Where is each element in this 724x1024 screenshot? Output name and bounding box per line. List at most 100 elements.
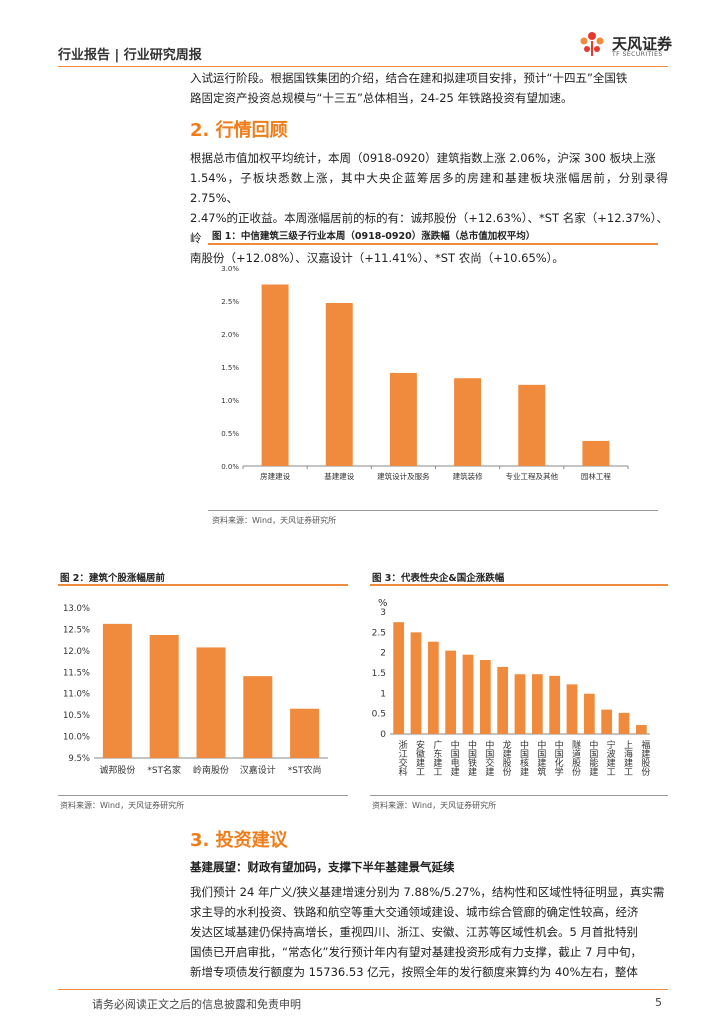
text-line: 发达区域基建仍保持高增长，重视四川、浙江、安徽、江苏等区域性机会。5 月首批特别 xyxy=(190,925,638,939)
y-tick-label: 2.0% xyxy=(221,331,239,339)
text-line: 南股份（+12.08%）、汉嘉设计（+11.41%）、*ST 农尚（+10.65… xyxy=(190,251,564,265)
text-line: 根据总市值加权平均统计，本周（0918-0920）建筑指数上涨 2.06%，沪深… xyxy=(190,151,656,165)
y-tick-label: 3.0% xyxy=(221,265,239,273)
x-category-label: 基建建设 xyxy=(324,471,354,481)
page-number: 5 xyxy=(655,996,662,1009)
intro-paragraph: 入试运行阶段。根据国铁集团的介绍，结合在建和拟建项目安排，预计“十四五”全国铁 … xyxy=(190,68,668,108)
footer-disclaimer: 请务必阅读正文之后的信息披露和免责申明 xyxy=(92,998,301,1011)
section-3-paragraph: 我们预计 24 年广义/狭义基建增速分别为 7.88%/5.27%，结构性和区域… xyxy=(190,882,668,982)
bar-中国电建 xyxy=(445,650,457,734)
text-line: 2.47%的正收益。本周涨幅居前的标的有：诚邦股份（+12.63%）、*ST 名… xyxy=(190,211,668,245)
figure-3-bottom-rule xyxy=(370,795,668,796)
x-category-label: 龙建股份 xyxy=(501,739,512,777)
bar-上海建工 xyxy=(618,712,630,734)
section-2-title: 2. 行情回顾 xyxy=(190,120,288,141)
logo-flower-icon xyxy=(580,32,604,56)
y-tick-label: 12.0% xyxy=(63,647,90,657)
bar-岭南股份 xyxy=(196,647,226,758)
x-category-label: 建筑设计及服务 xyxy=(377,471,430,481)
x-category-label: 园林工程 xyxy=(581,471,611,481)
x-category-label: 岭南股份 xyxy=(193,764,229,776)
x-category-label: 专业工程及其他 xyxy=(506,471,559,481)
y-tick-label: 3 xyxy=(380,608,386,618)
x-category-label: 隧道股份 xyxy=(570,739,581,777)
y-tick-label: 1 xyxy=(380,689,386,699)
y-tick-label: 2 xyxy=(380,649,386,659)
bar-诚邦股份 xyxy=(102,623,132,758)
y-tick-label: 10.5% xyxy=(63,711,90,721)
x-category-label: 汉嘉设计 xyxy=(240,764,276,776)
bar-浙江交科 xyxy=(393,622,405,734)
bar-中国交建 xyxy=(479,659,491,734)
logo-name: 天风证券 xyxy=(612,35,673,53)
bar-汉嘉设计 xyxy=(243,676,273,758)
figure-1-top-rule xyxy=(208,243,658,245)
figure-3-source: 资料来源：Wind，天风证券研究所 xyxy=(372,801,497,810)
report-type-label: 行业报告 | 行业研究周报 xyxy=(58,48,202,63)
company-logo xyxy=(580,32,604,56)
x-category-label: 中国建筑 xyxy=(535,739,546,777)
y-tick-label: 0.5% xyxy=(221,430,239,438)
bar-*ST名家 xyxy=(149,635,179,758)
figure-3-chart: 0 0.5 1 1.5 2 2.5 3 浙江交科 安徽建工 广东建工 中国电建 中国铁建 中国交建 龙建股… xyxy=(372,598,650,777)
figure-2-bottom-rule xyxy=(58,795,348,796)
bar-建筑设计及服务 xyxy=(389,372,417,466)
x-category-label: 福建股份 xyxy=(639,739,650,777)
x-category-label: 中国化学 xyxy=(553,739,564,776)
y-tick-label: 1.0% xyxy=(221,397,239,405)
text-line: 1.54%，子板块悉数上涨，其中大央企蓝筹居多的房建和基建板块涨幅居前，分别录得… xyxy=(190,171,668,205)
bar-隧道股份 xyxy=(566,684,578,734)
bar-基建建设 xyxy=(325,302,353,466)
figure-2-source: 资料来源：Wind，天风证券研究所 xyxy=(60,801,185,810)
y-tick-label: 1.5 xyxy=(372,669,386,679)
header-divider xyxy=(58,66,668,67)
bar-中国能建 xyxy=(583,693,595,734)
figure-1-bottom-rule xyxy=(208,510,658,511)
bar-房建建设 xyxy=(261,284,289,466)
figure-3-top-rule xyxy=(370,584,668,586)
bar-*ST农尚 xyxy=(290,708,320,758)
bar-宁波建工 xyxy=(601,709,613,734)
y-tick-label: 0 xyxy=(380,730,386,740)
figure-3-title: 图 3：代表性央企&国企涨跌幅 xyxy=(372,573,505,584)
section-2-paragraph: 根据总市值加权平均统计，本周（0918-0920）建筑指数上涨 2.06%，沪深… xyxy=(190,148,668,268)
text-line: 求主导的水利投资、铁路和航空等重大交通领域建设、城市综合管廊的确定性较高，经济 xyxy=(190,905,639,919)
x-category-label: *ST名家 xyxy=(147,764,181,776)
bar-建筑装修 xyxy=(454,378,482,466)
x-category-label: 中国电建 xyxy=(449,739,460,777)
bar-园林工程 xyxy=(582,440,610,466)
x-category-label: 浙江交科 xyxy=(397,739,408,777)
y-tick-label: 9.5% xyxy=(68,754,90,764)
x-category-label: 诚邦股份 xyxy=(99,764,135,776)
x-category-label: 安徽建工 xyxy=(414,739,425,776)
text-line: 路固定资产投资总规模与“十三五”总体相当，24-25 年铁路投资有望加速。 xyxy=(190,91,573,105)
footer-divider xyxy=(58,989,668,990)
bar-中国化学 xyxy=(549,675,561,734)
x-category-label: 房建建设 xyxy=(260,471,290,481)
y-tick-label: 1.5% xyxy=(221,364,239,372)
bar-中国铁建 xyxy=(462,654,474,734)
x-category-label: 中国核建 xyxy=(518,739,529,777)
figure-1-chart: 0.0% 0.5% 1.0% 1.5% 2.0% 2.5% 3.0% 房建建设 基建建设 建筑设计… xyxy=(221,265,629,481)
logo-subtitle: TF SECURITIES xyxy=(612,51,663,58)
y-tick-label: 10.0% xyxy=(63,733,90,743)
y-tick-label: 13.0% xyxy=(63,604,90,614)
figure-2-top-rule xyxy=(58,584,348,586)
x-category-label: 中国铁建 xyxy=(466,739,477,777)
y-tick-label: 12.5% xyxy=(63,625,90,635)
bar-中国核建 xyxy=(514,674,526,734)
y-unit-label: % xyxy=(378,598,388,609)
figure-2-title: 图 2：建筑个股涨幅居前 xyxy=(60,573,165,584)
figure-2-chart: 9.5% 10.0% 10.5% 11.0% 11.5% 12.0% 12.5% 13.0% 诚… xyxy=(63,604,328,776)
x-category-label: 广东建工 xyxy=(431,739,442,776)
y-tick-label: 0.5 xyxy=(372,710,386,720)
y-tick-label: 2.5 xyxy=(372,628,386,638)
text-line: 入试运行阶段。根据国铁集团的介绍，结合在建和拟建项目安排，预计“十四五”全国铁 xyxy=(190,71,628,85)
y-tick-label: 11.0% xyxy=(63,690,90,700)
y-tick-label: 11.5% xyxy=(63,668,90,678)
section-3-subheading: 基建展望：财政有望加码，支撑下半年基建景气延续 xyxy=(190,860,455,874)
x-category-label: 宁波建工 xyxy=(605,739,616,776)
bar-专业工程及其他 xyxy=(518,384,546,466)
figure-1-source: 资料来源：Wind，天风证券研究所 xyxy=(212,516,337,525)
x-category-label: *ST农尚 xyxy=(288,764,322,776)
